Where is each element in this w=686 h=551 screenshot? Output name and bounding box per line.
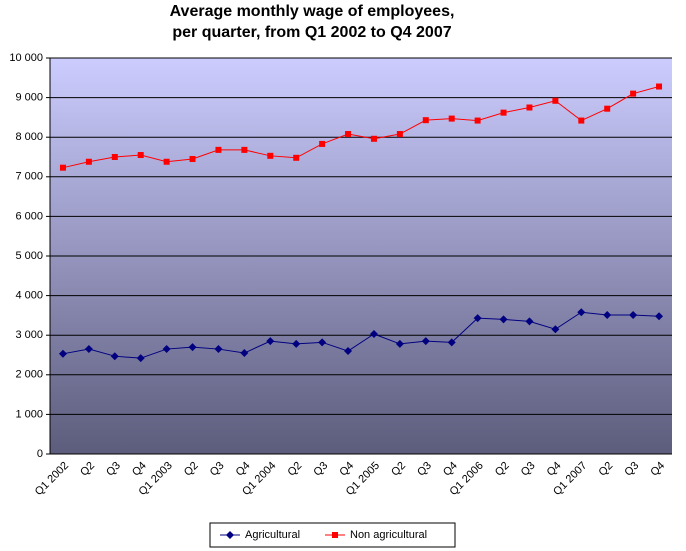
data-point — [319, 140, 326, 147]
x-tick-label: Q3 — [415, 460, 434, 479]
x-tick-label: Q2 — [493, 460, 512, 479]
y-tick-label: 7 000 — [15, 171, 43, 183]
data-point — [59, 164, 66, 171]
y-tick-label: 5 000 — [15, 250, 43, 262]
y-tick-label: 10 000 — [9, 52, 43, 64]
data-point — [474, 117, 481, 124]
y-tick-label: 3 000 — [15, 329, 43, 341]
data-point — [188, 343, 197, 352]
legend-label: Agricultural — [245, 529, 300, 541]
data-point — [267, 152, 274, 159]
x-tick-label: Q2 — [182, 460, 201, 479]
x-tick-label: Q3 — [104, 460, 123, 479]
data-point — [215, 146, 222, 153]
x-tick-label: Q4 — [441, 460, 460, 479]
x-tick-label: Q3 — [622, 460, 641, 479]
x-tick-label: Q3 — [519, 460, 538, 479]
data-point — [111, 154, 118, 160]
data-point — [369, 330, 378, 339]
data-point — [630, 90, 637, 97]
x-tick-label: Q2 — [597, 460, 616, 479]
legend-marker — [226, 531, 234, 539]
data-point — [448, 115, 455, 122]
data-point — [370, 135, 377, 142]
data-point — [525, 317, 534, 326]
data-point — [500, 109, 507, 116]
y-tick-label: 1 000 — [15, 408, 43, 420]
data-point — [345, 131, 352, 138]
y-tick-label: 9 000 — [15, 92, 43, 104]
data-point — [110, 352, 119, 361]
data-point — [447, 338, 456, 347]
data-point — [603, 311, 612, 320]
data-point — [318, 338, 327, 347]
data-point — [163, 158, 170, 165]
data-point — [577, 308, 586, 317]
data-point — [629, 311, 638, 320]
legend-label: Non agricultural — [350, 529, 427, 541]
x-tick-label: Q1 2002 — [33, 460, 71, 498]
data-point — [214, 345, 223, 354]
data-point — [162, 345, 171, 354]
x-tick-label: Q4 — [130, 460, 149, 479]
x-tick-label: Q3 — [208, 460, 227, 479]
data-point — [395, 339, 404, 348]
y-tick-label: 6 000 — [15, 210, 43, 222]
x-tick-label: Q4 — [337, 460, 356, 479]
x-tick-label: Q2 — [78, 460, 97, 479]
y-tick-label: 2 000 — [15, 369, 43, 381]
data-point — [85, 158, 92, 165]
series-line — [62, 311, 660, 359]
data-point — [604, 105, 611, 112]
legend-marker — [332, 532, 338, 538]
data-point — [241, 146, 248, 153]
data-point — [421, 337, 430, 346]
series-line — [62, 86, 660, 169]
x-tick-label: Q2 — [389, 460, 408, 479]
data-point — [84, 345, 93, 354]
data-point — [344, 347, 353, 356]
data-point — [266, 337, 275, 346]
data-point — [552, 97, 559, 104]
data-point — [473, 314, 482, 323]
data-point — [396, 131, 403, 138]
data-point — [656, 83, 663, 90]
data-point — [293, 154, 300, 161]
y-tick-label: 4 000 — [15, 290, 43, 302]
data-point — [240, 349, 249, 358]
data-point — [189, 155, 196, 162]
data-point — [58, 349, 67, 358]
data-point — [655, 312, 664, 321]
data-point — [578, 117, 585, 124]
data-point — [137, 152, 144, 159]
x-tick-label: Q3 — [311, 460, 330, 479]
x-tick-label: Q4 — [545, 460, 564, 479]
x-tick-label: Q4 — [234, 460, 253, 479]
x-tick-label: Q4 — [648, 460, 667, 479]
data-point — [499, 315, 508, 324]
x-tick-label: Q2 — [286, 460, 305, 479]
y-tick-label: 8 000 — [15, 131, 43, 143]
data-point — [526, 104, 533, 111]
y-tick-label: 0 — [37, 448, 43, 460]
data-point — [292, 339, 301, 348]
chart-title: Average monthly wage of employees, — [170, 3, 455, 20]
data-point — [551, 325, 560, 334]
data-point — [422, 117, 429, 124]
chart-title: per quarter, from Q1 2002 to Q4 2007 — [172, 24, 451, 41]
data-point — [136, 354, 145, 363]
